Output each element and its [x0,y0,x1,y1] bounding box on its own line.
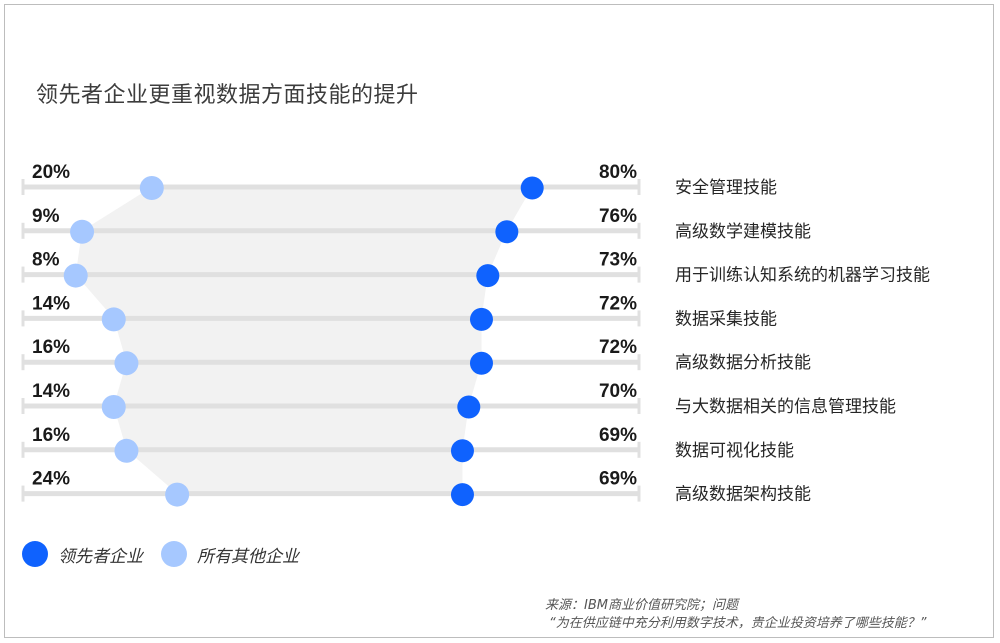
category-label: 高级数据架构技能 [675,485,811,505]
value-label-leaders: 80% [599,162,637,183]
category-label: 安全管理技能 [675,178,777,198]
dot-leaders [495,220,519,244]
category-label: 高级数学建模技能 [675,222,811,242]
source-note: 来源：IBM商业价值研究院；问题 “为在供应链中充分利用数字技术，贵企业投资培养… [545,597,926,633]
value-label-leaders: 76% [599,206,637,227]
dot-leaders [469,307,493,331]
dot-leaders [450,483,474,507]
category-label: 数据采集技能 [675,309,777,329]
dot-leaders [457,395,481,419]
dot-leaders [520,176,544,200]
legend: 领先者企业 所有其他企业 [22,540,317,568]
value-label-others: 9% [32,206,60,227]
legend-item-others: 所有其他企业 [161,541,299,567]
dot-others [114,351,139,376]
source-line-2: “为在供应链中充分利用数字技术，贵企业投资培养了哪些技能？” [549,616,927,631]
value-label-others: 14% [32,381,70,402]
value-label-others: 20% [32,162,70,183]
dot-others [101,395,126,419]
category-label: 数据可视化技能 [675,441,794,461]
legend-label-leaders: 领先者企业 [58,546,143,567]
dot-others [63,263,88,288]
legend-item-leaders: 领先者企业 [22,541,143,567]
legend-label-others: 所有其他企业 [197,546,299,567]
value-label-others: 16% [32,337,70,358]
value-label-leaders: 72% [599,337,637,358]
source-line-1: 来源：IBM商业价值研究院；问题 [545,598,738,613]
value-label-leaders: 69% [599,469,637,490]
dot-others [139,176,164,200]
legend-dot-others [161,541,187,567]
value-label-others: 8% [32,250,60,271]
value-label-others: 24% [32,469,70,490]
dot-others [114,438,139,463]
dot-leaders [476,264,500,288]
dot-others [165,482,190,507]
legend-dot-leaders [22,541,48,567]
value-label-leaders: 73% [599,250,637,271]
dot-others [101,307,126,332]
dot-leaders [469,351,493,375]
value-label-others: 14% [32,293,70,314]
value-label-others: 16% [32,425,70,446]
dot-leaders [450,439,474,463]
value-label-leaders: 72% [599,293,637,314]
dot-others [70,219,95,244]
value-label-leaders: 70% [599,381,637,402]
category-label: 高级数据分析技能 [675,353,811,373]
chart-title: 领先者企业更重视数据方面技能的提升 [36,83,419,108]
category-label: 与大数据相关的信息管理技能 [675,397,896,417]
value-label-leaders: 69% [599,425,637,446]
category-label: 用于训练认知系统的机器学习技能 [675,266,930,286]
range-band [75,187,533,494]
